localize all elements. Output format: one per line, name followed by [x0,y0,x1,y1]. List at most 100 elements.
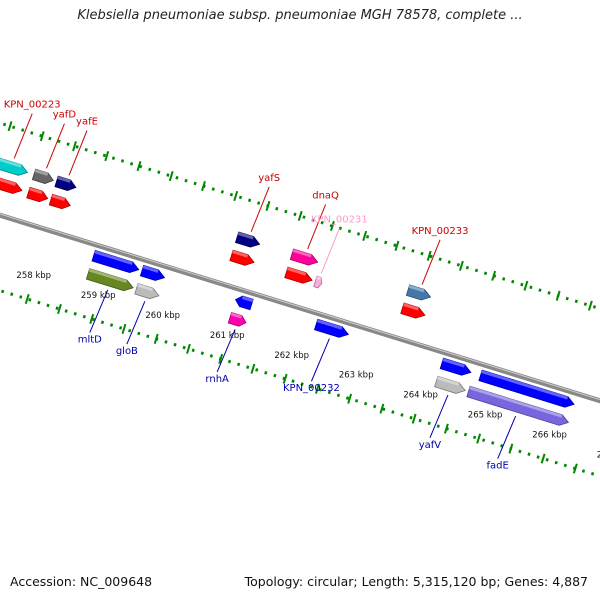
ring-tick-mark [168,170,174,182]
gene-arrow-highlight [0,158,22,168]
scale-tick-label: 262 kbp [274,351,309,361]
map-title: Klebsiella pneumoniae subsp. pneumoniae … [77,8,523,23]
gene-feature[interactable] [134,283,160,300]
ring-tick-mark [314,383,320,394]
ring-tick-mark [24,293,30,305]
gene-label-leader [250,186,270,232]
gene-label-leader [13,113,33,159]
gene-feature[interactable] [466,385,570,426]
scale-tick-label: 263 kbp [339,371,374,381]
gene-arrow-highlight [137,283,153,292]
ring-tick-mark [250,363,256,374]
gene-label[interactable]: rnhA [205,374,229,385]
gene-label[interactable]: fadE [487,461,509,472]
scale-tick-label: 266 kbp [532,431,567,441]
ring-tick-mark [104,151,110,162]
ring-tick-mark [476,433,482,444]
gene-arrow-highlight [0,178,16,186]
ring-tick-mark [136,161,142,172]
ring-tick-mark [186,343,191,354]
accession-text: Accession: NC_009648 [10,574,153,589]
gene-feature[interactable] [48,193,71,210]
gene-label-leader [421,239,441,285]
gene-feature[interactable] [400,302,426,319]
scale-tick-label: 259 kbp [81,291,116,301]
gene-feature[interactable] [289,248,319,266]
ring-tick-mark [201,180,206,192]
ring-tick-mark [508,443,514,454]
gene-feature[interactable] [434,375,466,394]
gene-feature[interactable] [313,318,350,338]
ring-tick-mark [587,300,593,311]
gene-label[interactable]: yafV [419,440,442,451]
gene-feature[interactable] [229,249,255,266]
gene-label[interactable]: KPN_00232 [283,383,340,394]
gene-arrow-highlight [88,268,128,284]
ring-tick-mark [394,240,400,251]
ring-tick-mark [443,423,449,434]
gene-label-leader [429,394,449,438]
gene-label[interactable]: KPN_00223 [4,100,61,111]
gene-feature[interactable] [439,357,472,376]
ring-tick-mark [297,210,303,222]
gene-feature[interactable] [284,266,313,284]
gene-feature[interactable] [234,295,254,311]
gene-label[interactable]: yafE [76,117,98,128]
gene-arrow-highlight [436,376,460,386]
gene-label[interactable]: mltD [78,335,102,346]
gene-arrow-highlight [94,250,133,265]
ring-tick-mark [347,393,353,404]
gene-arrow-highlight [442,358,465,368]
ring-tick-mark [362,230,368,241]
ring-tick-mark [218,353,224,364]
gene-label[interactable]: yafS [258,173,280,184]
outer-tick-ring [0,121,600,311]
gene-arrow-highlight [403,303,419,311]
gene-label[interactable]: dnaQ [312,190,339,201]
gene-feature[interactable] [234,231,261,248]
gene-arrow-highlight [232,250,249,258]
gene-label-leader [497,415,517,459]
gene-label-leader [89,289,109,333]
scale-tick-label: 260 kbp [145,311,180,321]
genome-stats-text: Topology: circular; Length: 5,315,120 bp… [244,574,588,589]
ring-tick-mark [540,453,546,464]
gene-feature[interactable] [91,249,140,273]
ring-tick-mark [411,413,417,424]
gene-feature[interactable] [478,369,575,408]
ring-tick-mark [555,290,561,301]
ring-tick-mark [282,373,288,384]
gene-label[interactable]: KPN_00231 [311,215,368,226]
gene-label-leader [320,228,340,274]
ring-tick-mark [233,190,239,202]
gene-feature[interactable] [0,157,29,176]
gene-label[interactable]: KPN_00233 [412,226,469,237]
gene-label[interactable]: gloB [116,346,138,357]
gene-label[interactable]: yafD [53,110,77,121]
gene-arrow-highlight [29,187,43,195]
gene-feature[interactable] [0,175,23,194]
ring-tick-mark [458,260,464,271]
gene-arrow-highlight [316,276,322,281]
ring-tick-mark [57,303,62,315]
gene-arrow-highlight [34,169,49,176]
gene-label-leader [126,301,146,345]
gene-feature[interactable] [85,268,134,292]
ring-tick-mark [426,250,432,261]
gene-feature[interactable] [139,264,166,281]
scale-tick-label: 267 kbp [597,450,600,460]
gene-arrow-highlight [316,319,343,330]
gene-feature[interactable] [54,175,77,191]
genome-backbone [0,212,600,404]
gene-feature[interactable] [31,168,54,184]
gene-feature[interactable] [227,311,247,327]
gene-arrow-highlight [51,194,66,202]
gene-arrow-highlight [292,248,312,258]
gene-feature[interactable] [26,186,49,203]
tick-ring-layer [0,121,600,478]
ring-tick-mark [39,131,45,142]
gene-feature[interactable] [313,275,323,289]
scale-tick-label: 265 kbp [468,411,503,421]
gene-feature[interactable] [405,284,432,301]
